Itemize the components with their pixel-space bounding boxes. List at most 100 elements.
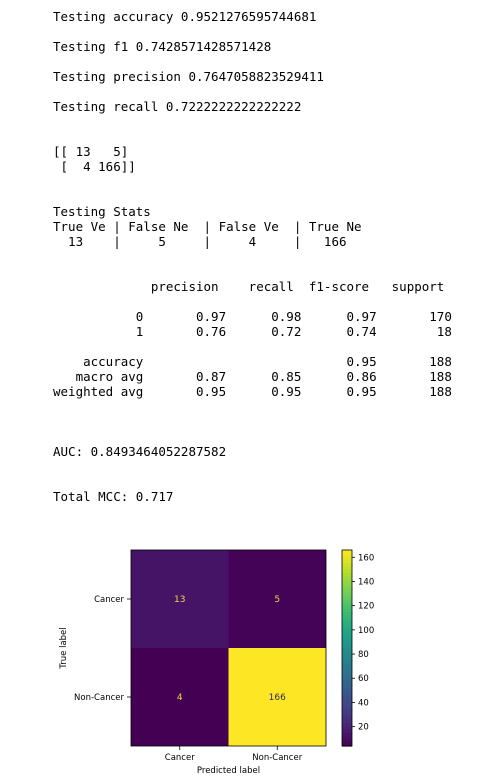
colorbar-segment: [342, 680, 352, 685]
colorbar-segment: [342, 563, 352, 567]
colorbar-segment: [342, 556, 352, 561]
colorbar-segment: [342, 605, 352, 610]
colorbar-segment: [342, 638, 352, 643]
heatmap-cell: [228, 550, 326, 648]
testing-precision-line: Testing precision 0.7647058823529411: [53, 69, 324, 84]
matrix-row-1: [[ 13 5]: [53, 144, 129, 159]
colorbar-segment: [342, 710, 352, 714]
plot-frame: [130, 549, 327, 747]
colorbar-tick-label: 100: [358, 626, 374, 636]
heatmap-cell: [131, 648, 229, 746]
colorbar-segment: [342, 667, 352, 672]
report-row-class-0: 0 0.97 0.98 0.97 170: [53, 309, 452, 324]
colorbar-segment: [342, 648, 352, 652]
colorbar-segment: [342, 585, 352, 590]
colorbar-tick-label: 20: [358, 723, 369, 733]
report-header: precision recall f1-score support: [53, 279, 445, 294]
colorbar-tick-label: 40: [358, 698, 369, 708]
colorbar-segment: [342, 599, 352, 603]
colorbar-segment: [342, 677, 352, 682]
colorbar-tick-label: 60: [358, 674, 369, 684]
colorbar-segment: [342, 683, 352, 688]
colorbar-segment: [342, 657, 352, 662]
auc-line: AUC: 0.8493464052287582: [53, 444, 227, 459]
cell-value-label: 13: [174, 595, 185, 605]
colorbar-segment: [342, 726, 352, 731]
report-row-class-1: 1 0.76 0.72 0.74 18: [53, 324, 452, 339]
testing-stats-header: True Ve | False Ne | False Ve | True Ne: [53, 219, 362, 234]
colorbar-segment: [342, 634, 352, 639]
colorbar-segment: [342, 569, 352, 574]
colorbar-segment: [342, 723, 352, 727]
colorbar-segment: [342, 713, 352, 718]
mcc-line: Total MCC: 0.717: [53, 489, 174, 504]
colorbar-segment: [342, 739, 352, 744]
heatmap-cell: [131, 550, 229, 648]
colorbar-tick-label: 80: [358, 650, 369, 660]
matrix-row-2: [ 4 166]]: [53, 159, 136, 174]
colorbar-segment: [342, 742, 352, 747]
report-row-macro-avg: macro avg 0.87 0.85 0.86 188: [53, 369, 452, 384]
colorbar-segment: [342, 576, 352, 580]
colorbar-segment: [342, 664, 352, 669]
colorbar-segment: [342, 628, 352, 633]
testing-stats-values: 13 | 5 | 4 | 166: [53, 234, 347, 249]
colorbar-segment: [342, 612, 352, 616]
colorbar-segment: [342, 700, 352, 705]
colorbar-segment: [342, 690, 352, 695]
colorbar-segment: [342, 654, 352, 659]
colorbar-segment: [342, 697, 352, 701]
colorbar-tick-label: 160: [358, 553, 374, 563]
colorbar-segment: [342, 572, 352, 577]
colorbar-segment: [342, 644, 352, 649]
colorbar-segment: [342, 706, 352, 711]
report-row-weighted-avg: weighted avg 0.95 0.95 0.95 188: [53, 384, 452, 399]
colorbar-tick-label: 120: [358, 602, 374, 612]
colorbar-segment: [342, 719, 352, 724]
colorbar-segment: [342, 687, 352, 692]
colorbar-segment: [342, 608, 352, 613]
colorbar-segment: [342, 651, 352, 656]
colorbar-segment: [342, 729, 352, 734]
colorbar-segment: [342, 615, 352, 620]
colorbar-segment: [342, 618, 352, 623]
colorbar-segment: [342, 693, 352, 698]
colorbar-segment: [342, 674, 352, 678]
colorbar-segment: [342, 736, 352, 741]
colorbar-segment: [342, 553, 352, 558]
testing-f1-line: Testing f1 0.7428571428571428: [53, 39, 272, 54]
colorbar-segment: [342, 589, 352, 594]
x-tick-label: Cancer: [165, 753, 195, 763]
colorbar-segment: [342, 579, 352, 584]
testing-stats-title: Testing Stats: [53, 204, 151, 219]
colorbar-segment: [342, 559, 352, 564]
y-tick-label: Cancer: [94, 595, 124, 605]
colorbar-segment: [342, 592, 352, 597]
x-tick-label: Non-Cancer: [252, 753, 302, 763]
testing-recall-line: Testing recall 0.7222222222222222: [53, 99, 302, 114]
colorbar-frame: [341, 549, 353, 747]
colorbar-segment: [342, 641, 352, 646]
x-axis-label: Predicted label: [197, 766, 260, 776]
colorbar-segment: [342, 703, 352, 708]
colorbar-segment: [342, 732, 352, 737]
colorbar-segment: [342, 602, 352, 607]
cell-value-label: 166: [269, 693, 286, 703]
colorbar-segment: [342, 670, 352, 675]
colorbar-segment: [342, 550, 352, 554]
colorbar-tick-label: 140: [358, 577, 374, 587]
colorbar-segment: [342, 625, 352, 629]
y-tick-label: Non-Cancer: [74, 693, 124, 703]
cell-value-label: 5: [274, 595, 280, 605]
report-row-accuracy: accuracy 0.95 188: [53, 354, 452, 369]
colorbar-segment: [342, 661, 352, 665]
heatmap-cell: [228, 648, 326, 746]
colorbar-segment: [342, 716, 352, 721]
y-axis-label: True label: [59, 627, 69, 669]
colorbar-segment: [342, 595, 352, 600]
cell-value-label: 4: [177, 693, 183, 703]
colorbar-segment: [342, 582, 352, 587]
testing-accuracy-line: Testing accuracy 0.9521276595744681: [53, 9, 317, 24]
colorbar-segment: [342, 621, 352, 626]
